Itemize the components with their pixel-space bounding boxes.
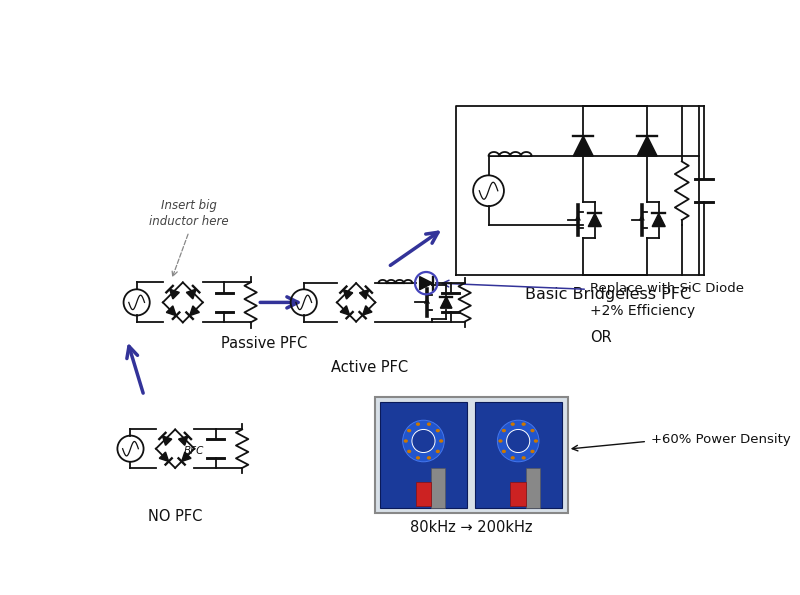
Polygon shape xyxy=(588,214,602,227)
Text: NO PFC: NO PFC xyxy=(148,509,202,524)
Bar xyxy=(510,482,526,506)
Bar xyxy=(375,397,568,513)
Polygon shape xyxy=(574,136,594,156)
Ellipse shape xyxy=(510,456,515,459)
Text: Active PFC: Active PFC xyxy=(331,360,409,375)
Ellipse shape xyxy=(522,422,526,426)
Text: Basic Bridgeless PFC: Basic Bridgeless PFC xyxy=(526,287,691,302)
Ellipse shape xyxy=(502,429,506,433)
Polygon shape xyxy=(420,277,433,290)
Ellipse shape xyxy=(404,439,408,443)
Ellipse shape xyxy=(530,429,534,433)
Polygon shape xyxy=(162,436,172,445)
Polygon shape xyxy=(441,297,452,308)
Polygon shape xyxy=(340,306,350,315)
Polygon shape xyxy=(652,214,666,227)
Bar xyxy=(431,468,445,508)
Ellipse shape xyxy=(498,420,539,462)
Text: BFC: BFC xyxy=(183,446,204,456)
Polygon shape xyxy=(637,136,657,156)
Text: OR: OR xyxy=(590,330,612,345)
Bar xyxy=(380,402,467,508)
Polygon shape xyxy=(182,452,191,462)
Ellipse shape xyxy=(510,422,515,426)
Bar xyxy=(416,482,431,506)
Text: Insert big
inductor here: Insert big inductor here xyxy=(149,199,229,228)
Polygon shape xyxy=(159,452,169,462)
Ellipse shape xyxy=(502,450,506,453)
Ellipse shape xyxy=(436,429,440,433)
Ellipse shape xyxy=(427,422,431,426)
Text: Passive PFC: Passive PFC xyxy=(222,337,308,352)
Ellipse shape xyxy=(498,439,502,443)
Polygon shape xyxy=(178,436,188,445)
Polygon shape xyxy=(186,289,196,299)
Ellipse shape xyxy=(407,450,411,453)
Polygon shape xyxy=(359,290,369,299)
Bar xyxy=(526,468,540,508)
Ellipse shape xyxy=(439,439,443,443)
Ellipse shape xyxy=(416,456,420,459)
Ellipse shape xyxy=(534,439,538,443)
Polygon shape xyxy=(343,290,353,299)
Ellipse shape xyxy=(412,430,435,453)
Polygon shape xyxy=(190,306,199,316)
Ellipse shape xyxy=(407,429,411,433)
Ellipse shape xyxy=(416,422,420,426)
Bar xyxy=(474,402,562,508)
Polygon shape xyxy=(362,306,372,315)
Polygon shape xyxy=(166,306,176,316)
Ellipse shape xyxy=(402,420,444,462)
Text: Replace with SiC Diode: Replace with SiC Diode xyxy=(590,282,744,295)
Text: +60% Power Density: +60% Power Density xyxy=(651,433,790,446)
Ellipse shape xyxy=(530,450,534,453)
Ellipse shape xyxy=(522,456,526,459)
Ellipse shape xyxy=(436,450,440,453)
Ellipse shape xyxy=(506,430,530,453)
Text: 80kHz → 200kHz: 80kHz → 200kHz xyxy=(410,520,533,536)
Polygon shape xyxy=(170,289,179,299)
Ellipse shape xyxy=(427,456,431,459)
Text: +2% Efficiency: +2% Efficiency xyxy=(590,304,695,318)
